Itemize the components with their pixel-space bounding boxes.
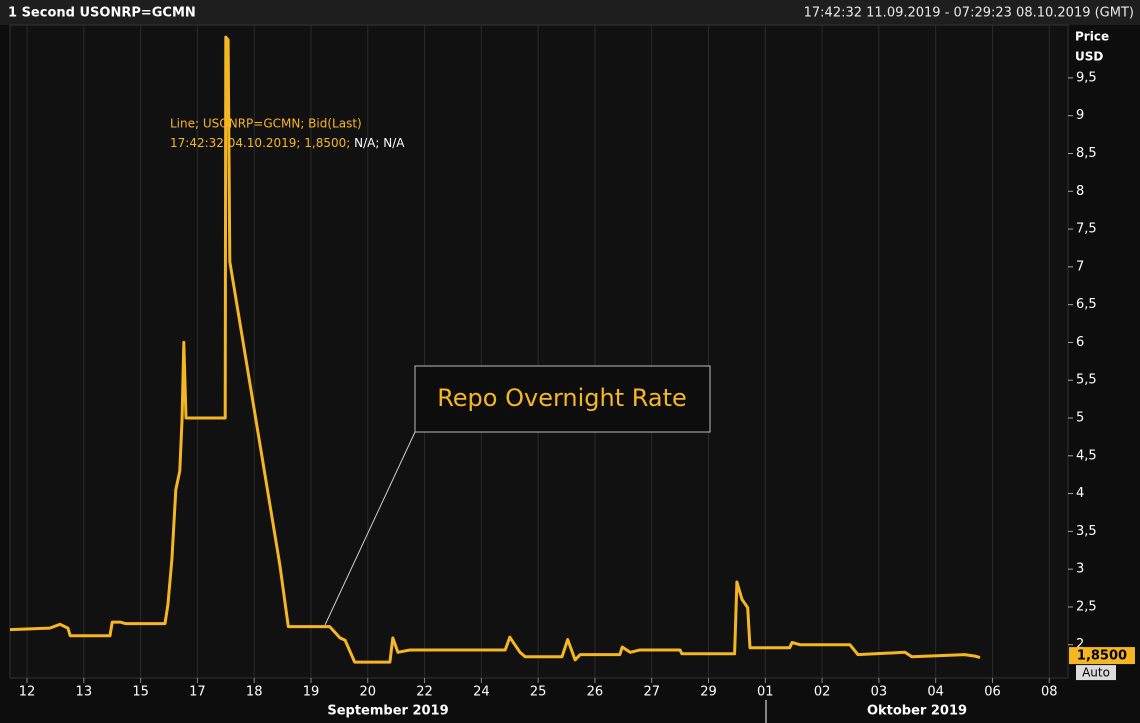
x-tick-label: 20 — [360, 685, 377, 700]
x-tick-label: 25 — [530, 685, 547, 700]
month-label: Oktober 2019 — [867, 704, 967, 719]
x-tick-label: 08 — [1041, 685, 1058, 700]
y-tick-label: 8,5 — [1076, 146, 1097, 161]
y-axis-unit: USD — [1075, 50, 1103, 64]
x-tick-label: 06 — [984, 685, 1001, 700]
y-tick-label: 9 — [1076, 108, 1084, 123]
tooltip-line: Line; USONRP=GCMN; Bid(Last) — [170, 117, 362, 131]
price-line — [9, 35, 981, 664]
scale-mode-box — [1076, 665, 1116, 681]
y-tick-label: 4,5 — [1076, 448, 1097, 463]
chart-title: 1 Second USONRP=GCMN — [8, 6, 196, 21]
x-tick-label: 04 — [927, 685, 944, 700]
x-tick-label: 02 — [814, 685, 831, 700]
y-tick-label: 5,5 — [1076, 373, 1097, 388]
annotation-text: Repo Overnight Rate — [437, 384, 687, 412]
month-label: September 2019 — [327, 704, 448, 719]
x-tick-label: 24 — [473, 685, 490, 700]
x-tick-label: 19 — [303, 685, 320, 700]
x-tick-label: 17 — [189, 685, 206, 700]
time-range: 17:42:32 11.09.2019 - 07:29:23 08.10.201… — [804, 6, 1134, 21]
y-tick-label: 6,5 — [1076, 297, 1097, 312]
y-tick-label: 7,5 — [1076, 222, 1097, 237]
x-tick-label: 15 — [132, 685, 149, 700]
annotation-box — [414, 365, 711, 433]
y-tick-label: 6 — [1076, 335, 1084, 350]
y-tick-label: 8 — [1076, 184, 1084, 199]
last-value-label: 1,8500 — [1077, 649, 1127, 664]
x-tick-label: 27 — [643, 685, 660, 700]
y-axis-label: Price — [1075, 30, 1109, 44]
x-tick-label: 29 — [700, 685, 717, 700]
x-tick-label: 12 — [19, 685, 36, 700]
y-tick-label: 2 — [1076, 637, 1084, 652]
x-tick-label: 18 — [246, 685, 263, 700]
annotation-leader — [324, 431, 416, 626]
x-tick-label: 22 — [416, 685, 433, 700]
y-tick-label: 4 — [1076, 486, 1084, 501]
x-tick-label: 03 — [871, 685, 888, 700]
tooltip-part: N/A; N/A — [354, 136, 405, 150]
x-tick-label: 26 — [587, 685, 604, 700]
y-tick-label: 2,5 — [1076, 599, 1097, 614]
y-tick-label: 9,5 — [1076, 70, 1097, 85]
y-tick-label: 3 — [1076, 562, 1084, 577]
header-bar — [0, 0, 1140, 25]
y-tick-label: 5 — [1076, 411, 1084, 426]
y-tick-label: 7 — [1076, 259, 1084, 274]
x-tick-label: 13 — [76, 685, 93, 700]
x-tick-label: 01 — [757, 685, 774, 700]
plot-area — [9, 24, 1069, 679]
tooltip-part: 17:42:32 04.10.2019; 1,8500; — [170, 136, 350, 150]
scale-mode: Auto — [1082, 666, 1110, 680]
tooltip-line: 17:42:32 04.10.2019; 1,8500; N/A; N/A — [170, 136, 405, 150]
y-tick-label: 3,5 — [1076, 524, 1097, 539]
last-value-box — [1069, 647, 1135, 665]
